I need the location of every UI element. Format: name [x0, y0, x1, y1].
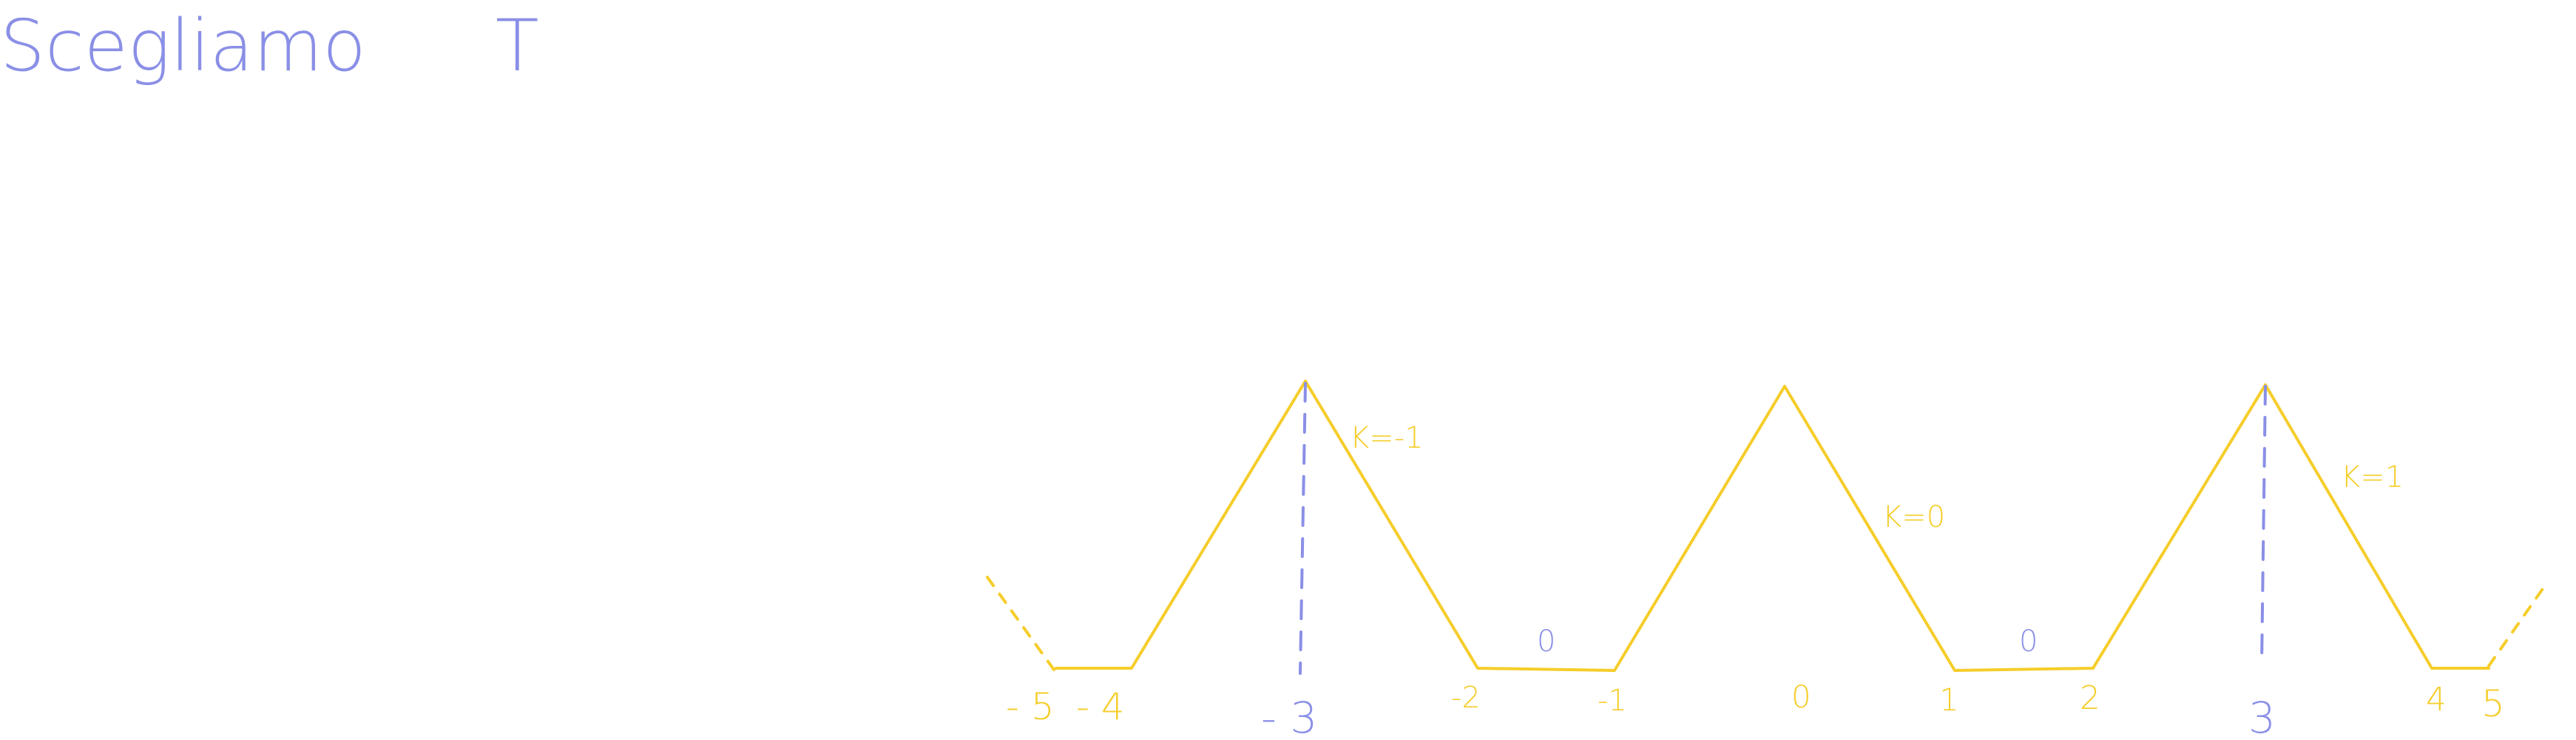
slope-label-k-minus1: K=-1 — [1350, 421, 1424, 455]
tick-label-minus2: -2 — [1451, 681, 1481, 715]
tick-label-minus4: - 4 — [1076, 685, 1125, 728]
tick-label-3: 3 — [2248, 693, 2276, 740]
tick-label-minus3: - 3 — [1261, 693, 1317, 740]
flat-label-right: 0 — [2019, 625, 2038, 659]
tick-label-0: 0 — [1791, 679, 1811, 715]
note-title-variable: T — [496, 4, 539, 87]
peak-marker-3 — [2260, 385, 2267, 666]
flat-label-left: 0 — [1537, 625, 1555, 659]
tick-label-minus5: - 5 — [1006, 685, 1055, 728]
tick-label-1: 1 — [1939, 682, 1959, 718]
tick-label-2: 2 — [2080, 679, 2100, 717]
slope-label-k-plus1: K=1 — [2341, 460, 2404, 494]
right-continuation — [2487, 583, 2547, 667]
left-continuation — [986, 576, 1055, 671]
peak-marker-minus3 — [1299, 382, 1307, 675]
note-title: Scegliamo — [0, 4, 366, 87]
periodic-triangle-wave — [1055, 380, 2490, 672]
slope-label-k-zero: K=0 — [1882, 500, 1945, 534]
tick-label-5: 5 — [2481, 682, 2505, 725]
tick-label-4: 4 — [2426, 681, 2447, 719]
tick-label-minus1: -1 — [1598, 684, 1627, 718]
